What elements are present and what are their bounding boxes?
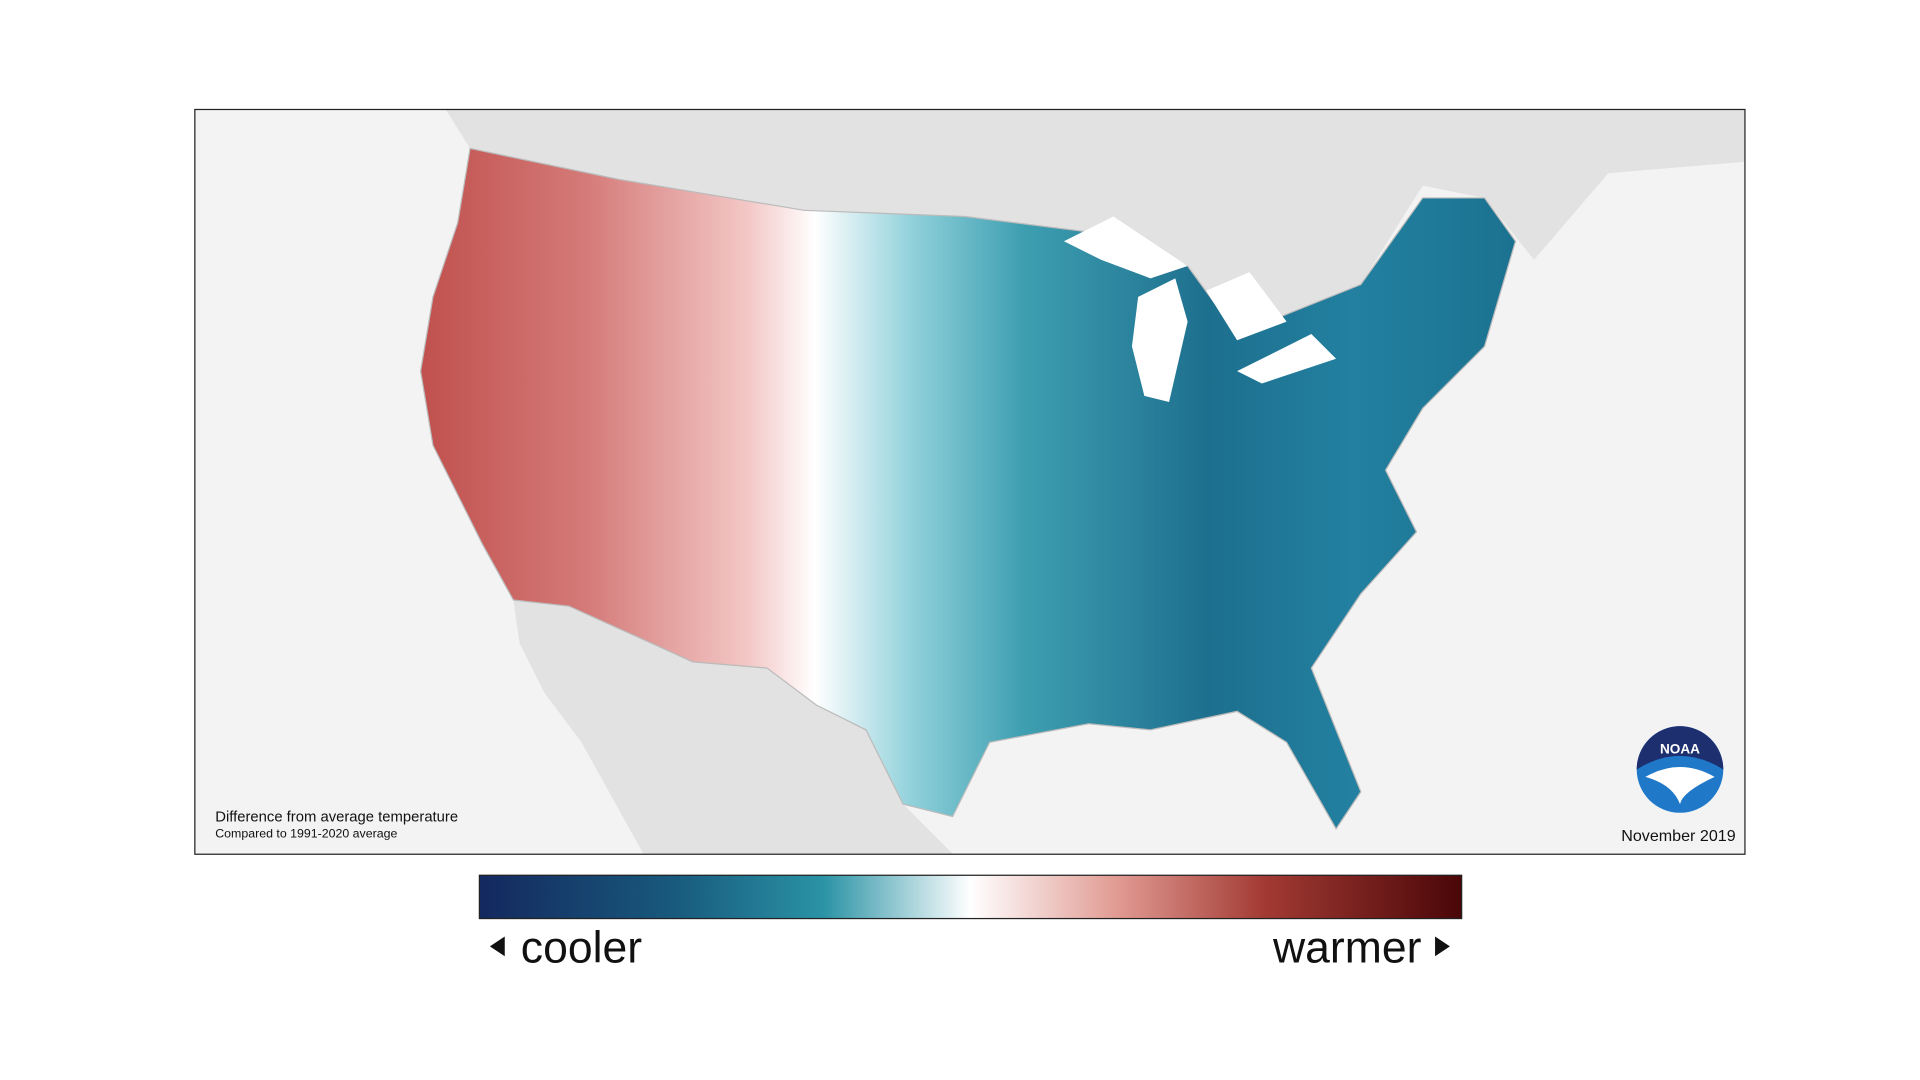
map-caption: Difference from average temperature bbox=[215, 809, 458, 825]
color-bar bbox=[478, 874, 1463, 920]
warmer-arrow bbox=[1435, 936, 1450, 957]
mexico bbox=[513, 600, 953, 854]
canada bbox=[445, 108, 1745, 335]
legend-high-label: warmer bbox=[1272, 923, 1422, 972]
great-lakes bbox=[1063, 216, 1337, 403]
noaa-logo: NOAA bbox=[1636, 726, 1724, 813]
map-area: Difference from average temperature Comp… bbox=[194, 108, 1745, 854]
map-subcaption: Compared to 1991-2020 average bbox=[215, 827, 397, 841]
logo-text: NOAA bbox=[1660, 741, 1700, 756]
map-date: November 2019 bbox=[1621, 827, 1735, 845]
cooler-arrow bbox=[489, 936, 505, 957]
legend-low-label: cooler bbox=[521, 923, 642, 972]
map-frame bbox=[194, 108, 1746, 855]
